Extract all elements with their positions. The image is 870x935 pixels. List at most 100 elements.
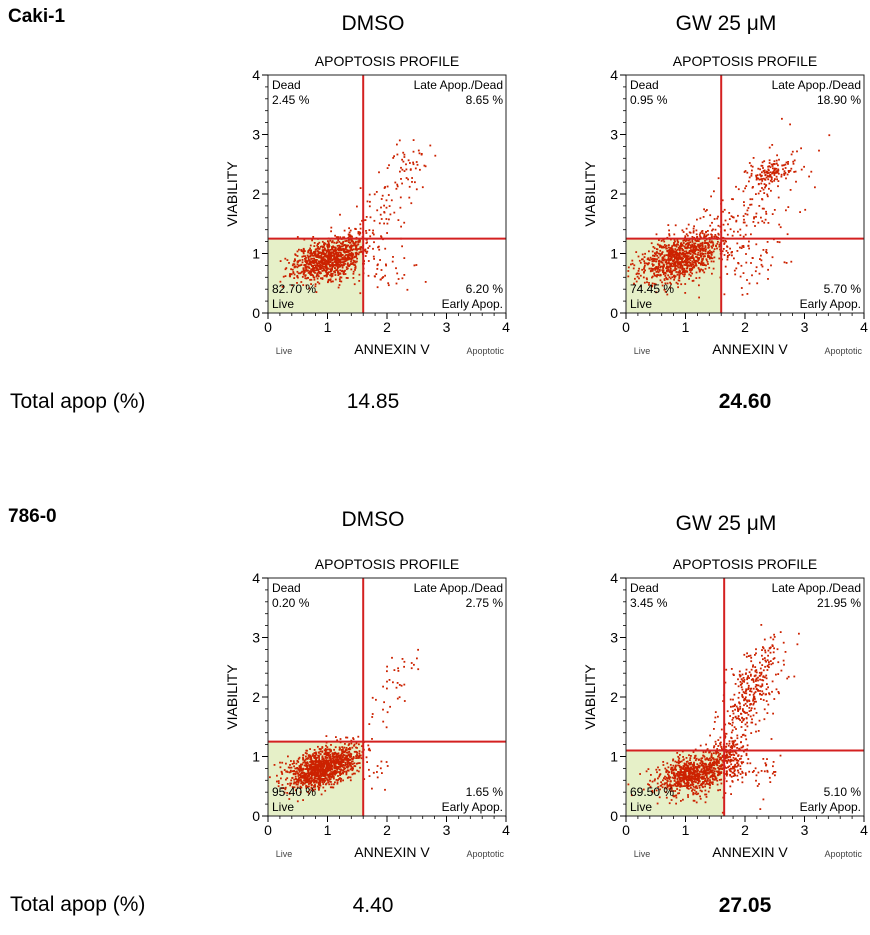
y-tick-label: 4: [252, 570, 260, 586]
event-dot: [323, 779, 326, 782]
event-dot: [328, 251, 331, 253]
event-dot: [668, 262, 671, 265]
event-dot: [320, 262, 323, 264]
event-dot: [729, 774, 731, 776]
event-dot: [760, 178, 762, 181]
event-dot: [698, 246, 700, 248]
event-dot: [354, 241, 357, 244]
event-dot: [706, 758, 708, 760]
event-dot: [329, 764, 332, 766]
event-dot: [294, 767, 297, 770]
event-dot: [763, 638, 766, 641]
event-dot: [323, 242, 326, 244]
event-dot: [342, 761, 345, 763]
event-dot: [412, 139, 415, 141]
event-dot: [366, 200, 369, 203]
event-dot: [352, 738, 355, 741]
event-dot: [317, 767, 320, 770]
event-dot: [349, 234, 352, 237]
event-dot: [324, 265, 327, 268]
event-dot: [641, 253, 644, 256]
event-dot: [651, 275, 654, 278]
event-dot: [349, 752, 352, 755]
event-dot: [692, 227, 695, 230]
event-dot: [771, 213, 774, 215]
event-dot: [662, 269, 665, 272]
event-dot: [691, 771, 694, 774]
event-dot: [367, 247, 370, 249]
event-dot: [376, 268, 379, 270]
event-dot: [345, 736, 347, 739]
event-dot: [331, 246, 333, 248]
quadrant-early-name: Early Apop.: [442, 297, 503, 311]
event-dot: [385, 199, 388, 202]
event-dot: [345, 245, 347, 248]
event-dot: [678, 783, 680, 786]
event-dot: [323, 762, 326, 765]
event-dot: [407, 178, 409, 181]
event-dot: [669, 254, 671, 256]
event-dot: [320, 253, 323, 256]
event-dot: [676, 752, 679, 754]
event-dot: [339, 779, 342, 782]
event-dot: [337, 286, 340, 289]
event-dot: [699, 217, 702, 220]
event-dot: [304, 250, 306, 252]
event-dot: [778, 223, 781, 226]
event-dot: [333, 761, 336, 764]
event-dot: [755, 215, 757, 218]
event-dot: [687, 779, 690, 782]
event-dot: [340, 276, 343, 279]
event-dot: [408, 196, 411, 199]
event-dot: [345, 763, 347, 766]
event-dot: [378, 171, 380, 174]
event-dot: [683, 774, 685, 776]
event-dot: [357, 248, 360, 250]
event-dot: [348, 258, 351, 260]
event-dot: [789, 169, 792, 172]
event-dot: [677, 266, 680, 269]
event-dot: [672, 771, 675, 774]
event-dot: [679, 258, 682, 260]
event-dot: [382, 685, 384, 688]
event-dot: [725, 240, 727, 243]
event-dot: [650, 242, 653, 245]
event-dot: [752, 687, 755, 690]
event-dot: [384, 274, 386, 277]
event-dot: [322, 263, 325, 266]
event-dot: [338, 766, 340, 768]
event-dot: [723, 229, 726, 232]
event-dot: [309, 274, 312, 276]
event-dot: [337, 274, 340, 276]
event-dot: [300, 271, 303, 274]
event-dot: [655, 271, 658, 273]
event-dot: [337, 767, 340, 770]
event-dot: [655, 260, 658, 263]
event-dot: [295, 781, 297, 784]
event-dot: [766, 683, 768, 685]
event-dot: [673, 774, 675, 776]
event-dot: [710, 769, 713, 772]
event-dot: [693, 789, 696, 792]
event-dot: [664, 767, 667, 770]
event-dot: [348, 743, 351, 745]
event-dot: [701, 242, 704, 245]
event-dot: [662, 764, 665, 766]
event-dot: [385, 761, 388, 763]
event-dot: [695, 785, 698, 788]
event-dot: [785, 262, 788, 264]
event-dot: [694, 249, 696, 251]
event-dot: [315, 254, 317, 257]
event-dot: [664, 275, 667, 277]
event-dot: [684, 774, 687, 777]
event-dot: [652, 246, 655, 248]
event-dot: [713, 235, 716, 238]
event-dot: [337, 759, 340, 762]
event-dot: [367, 260, 370, 262]
event-dot: [783, 663, 785, 666]
quadrant-dead-percent: 0.95 %: [630, 93, 668, 107]
event-dot: [315, 753, 318, 756]
cell-line-label: Caki-1: [8, 6, 66, 27]
event-dot: [711, 761, 714, 764]
event-dot: [710, 233, 712, 236]
